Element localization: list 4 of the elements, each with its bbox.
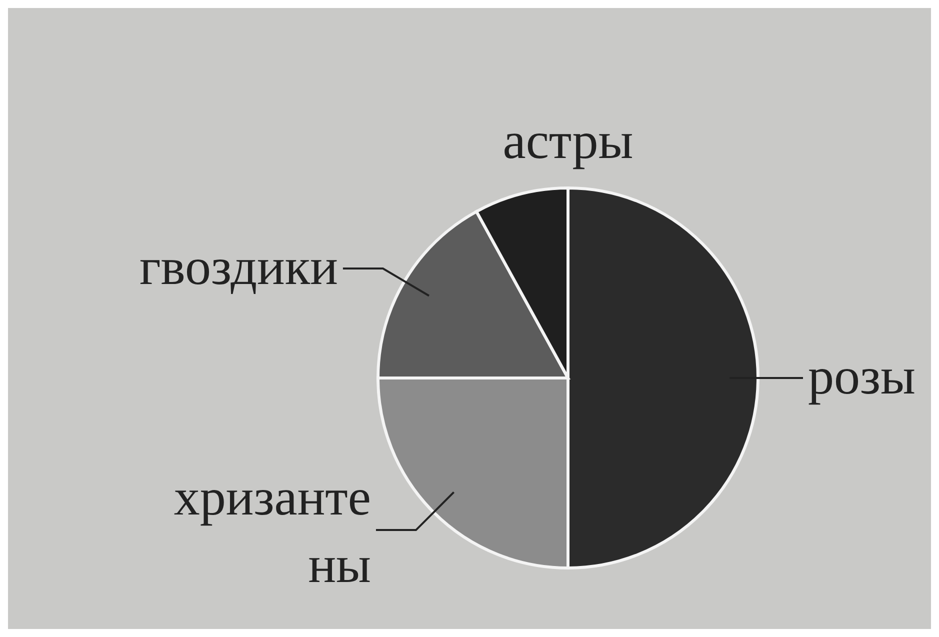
- slice-label: астры: [502, 113, 634, 170]
- slice-label: розы: [808, 348, 916, 406]
- slice-label: хризанте ны: [174, 469, 371, 594]
- slice-label: гвоздики: [139, 239, 338, 296]
